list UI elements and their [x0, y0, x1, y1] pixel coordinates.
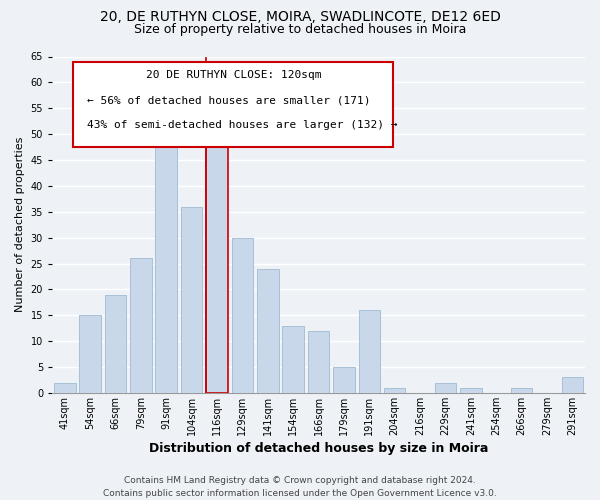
Text: Contains HM Land Registry data © Crown copyright and database right 2024.
Contai: Contains HM Land Registry data © Crown c… [103, 476, 497, 498]
Bar [359, 310, 380, 393]
FancyBboxPatch shape [73, 62, 393, 148]
X-axis label: Distribution of detached houses by size in Moira: Distribution of detached houses by size … [149, 442, 488, 455]
Text: 20, DE RUTHYN CLOSE, MOIRA, SWADLINCOTE, DE12 6ED: 20, DE RUTHYN CLOSE, MOIRA, SWADLINCOTE,… [100, 10, 500, 24]
Bar [105, 294, 127, 393]
Bar [562, 378, 583, 393]
Bar [460, 388, 482, 393]
Text: Size of property relative to detached houses in Moira: Size of property relative to detached ho… [134, 22, 466, 36]
Bar [155, 134, 177, 393]
Bar [232, 238, 253, 393]
Bar [206, 124, 228, 393]
Y-axis label: Number of detached properties: Number of detached properties [15, 137, 25, 312]
Bar [308, 331, 329, 393]
Bar [384, 388, 406, 393]
Text: 43% of semi-detached houses are larger (132) →: 43% of semi-detached houses are larger (… [87, 120, 397, 130]
Bar [181, 206, 202, 393]
Bar [54, 382, 76, 393]
Bar [333, 367, 355, 393]
Bar [283, 326, 304, 393]
Text: 20 DE RUTHYN CLOSE: 120sqm: 20 DE RUTHYN CLOSE: 120sqm [146, 70, 321, 80]
Text: ← 56% of detached houses are smaller (171): ← 56% of detached houses are smaller (17… [87, 95, 370, 105]
Bar [511, 388, 532, 393]
Bar [130, 258, 152, 393]
Bar [434, 382, 456, 393]
Bar [79, 316, 101, 393]
Bar [257, 268, 278, 393]
